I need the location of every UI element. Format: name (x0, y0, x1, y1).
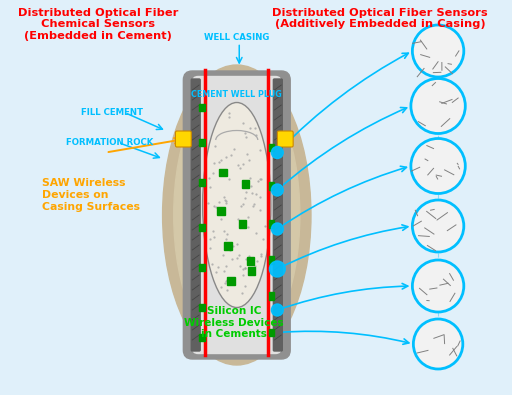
Text: Silicon IC
Wireless Devices
in Cements: Silicon IC Wireless Devices in Cements (184, 306, 284, 339)
Circle shape (414, 26, 462, 75)
Bar (269, 144, 274, 151)
Bar (269, 256, 274, 264)
Ellipse shape (203, 102, 271, 307)
Bar (199, 304, 205, 311)
Bar (217, 207, 225, 215)
Circle shape (411, 139, 465, 194)
Ellipse shape (163, 65, 311, 365)
Circle shape (412, 140, 464, 192)
Bar (248, 267, 255, 275)
Circle shape (412, 25, 464, 77)
Bar (269, 182, 274, 190)
Bar (199, 334, 205, 341)
Circle shape (415, 320, 461, 367)
Bar (219, 169, 227, 176)
Circle shape (412, 260, 464, 312)
Bar (199, 104, 205, 111)
Bar (242, 180, 249, 188)
Text: Distributed Optical Fiber Sensors
(Additively Embedded in Casing): Distributed Optical Fiber Sensors (Addit… (272, 8, 488, 29)
FancyBboxPatch shape (176, 131, 191, 147)
FancyBboxPatch shape (193, 77, 281, 354)
FancyBboxPatch shape (183, 71, 290, 359)
Ellipse shape (174, 75, 300, 355)
Text: FORMATION ROCK: FORMATION ROCK (66, 138, 154, 147)
Circle shape (271, 223, 283, 235)
Circle shape (413, 319, 463, 369)
Text: Distributed Optical Fiber
Chemical Sensors
(Embedded in Cement): Distributed Optical Fiber Chemical Senso… (18, 8, 179, 41)
Bar (227, 277, 234, 285)
Circle shape (271, 147, 283, 158)
Circle shape (271, 184, 283, 196)
Bar (269, 329, 274, 336)
Circle shape (269, 261, 285, 277)
Text: FILL CEMENT: FILL CEMENT (81, 108, 143, 117)
Circle shape (414, 261, 462, 310)
Bar (199, 224, 205, 231)
Text: CEMENT WELL PLUG: CEMENT WELL PLUG (191, 90, 282, 98)
Bar (239, 220, 246, 228)
Bar (224, 242, 231, 250)
FancyBboxPatch shape (273, 79, 282, 351)
Text: SAW Wireless
Devices on
Casing Surfaces: SAW Wireless Devices on Casing Surfaces (42, 179, 140, 212)
FancyBboxPatch shape (278, 131, 293, 147)
Circle shape (271, 304, 283, 316)
Circle shape (414, 201, 462, 250)
FancyBboxPatch shape (191, 79, 200, 351)
Circle shape (412, 80, 464, 132)
Text: WELL CASING: WELL CASING (204, 33, 269, 42)
Circle shape (411, 79, 465, 134)
Bar (247, 257, 254, 265)
Bar (269, 220, 274, 228)
Bar (199, 179, 205, 186)
Bar (199, 139, 205, 146)
Bar (199, 264, 205, 271)
Circle shape (412, 200, 464, 252)
Bar (269, 292, 274, 300)
